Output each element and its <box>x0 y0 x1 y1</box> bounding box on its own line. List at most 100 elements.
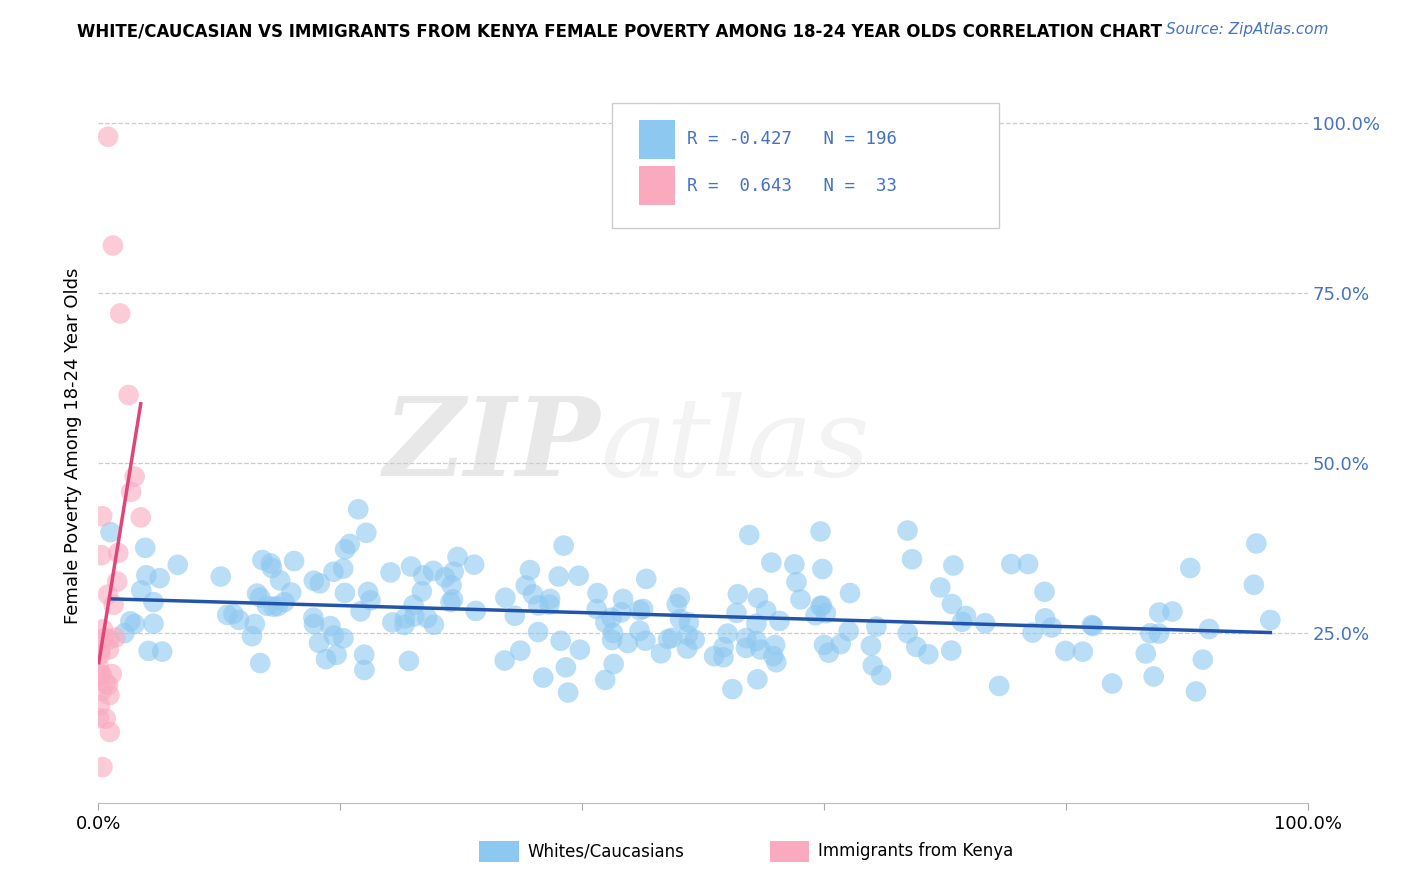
Point <box>1161 605 1184 619</box>
Point <box>785 575 807 590</box>
Point <box>810 524 832 539</box>
Point <box>209 569 232 583</box>
Point <box>260 557 283 571</box>
Point <box>402 598 425 612</box>
Point <box>600 633 623 648</box>
Point <box>1180 561 1202 575</box>
Point <box>422 564 444 578</box>
Point <box>246 586 269 600</box>
Point <box>755 604 778 618</box>
Point <box>1017 557 1039 571</box>
Point <box>1147 606 1170 620</box>
Point <box>814 607 837 621</box>
Point <box>97 588 120 602</box>
Point <box>120 615 142 629</box>
Point <box>349 604 371 618</box>
Point <box>266 599 288 614</box>
Point <box>593 673 616 687</box>
Point <box>554 660 576 674</box>
Text: atlas: atlas <box>600 392 870 500</box>
Point <box>107 546 129 560</box>
Point <box>1260 613 1282 627</box>
Point <box>896 524 918 538</box>
Point <box>595 615 617 630</box>
Point <box>263 599 285 614</box>
Point <box>917 647 939 661</box>
Point <box>360 593 382 607</box>
Point <box>747 673 769 687</box>
Point <box>423 617 446 632</box>
Point <box>553 539 575 553</box>
Point <box>527 599 550 613</box>
Point <box>150 644 173 658</box>
Point <box>650 646 672 660</box>
Point <box>91 760 114 774</box>
Point <box>380 566 402 580</box>
Point <box>129 510 152 524</box>
Point <box>240 629 263 643</box>
Point <box>765 655 787 669</box>
Point <box>811 562 834 576</box>
Bar <box>638 120 675 159</box>
Point <box>252 553 274 567</box>
Point <box>515 578 537 592</box>
Point <box>333 542 356 557</box>
Point <box>1021 625 1043 640</box>
Point <box>134 541 156 555</box>
Point <box>124 617 146 632</box>
Point <box>929 581 952 595</box>
Point <box>280 585 302 599</box>
Point <box>98 688 121 702</box>
Point <box>804 608 827 623</box>
FancyBboxPatch shape <box>613 103 1000 228</box>
Point <box>494 591 516 605</box>
Point <box>260 561 283 575</box>
Point <box>91 622 114 636</box>
Point <box>941 597 963 611</box>
Point <box>97 642 120 657</box>
Point <box>228 613 250 627</box>
Point <box>586 586 609 600</box>
Point <box>568 568 591 582</box>
Point <box>398 654 420 668</box>
Point <box>568 642 591 657</box>
Text: Whites/Caucasians: Whites/Caucasians <box>527 842 685 860</box>
Point <box>319 619 342 633</box>
Point <box>332 561 354 575</box>
Point <box>302 611 325 625</box>
Point <box>870 668 893 682</box>
Point <box>725 606 748 620</box>
Point <box>838 624 860 639</box>
Point <box>905 640 928 654</box>
Point <box>464 604 486 618</box>
Point <box>94 712 117 726</box>
Point <box>1147 626 1170 640</box>
Point <box>745 634 768 648</box>
Point <box>527 625 550 640</box>
Point <box>665 597 688 611</box>
Point <box>1101 676 1123 690</box>
Point <box>547 569 569 583</box>
Point <box>142 595 165 609</box>
Point <box>636 572 658 586</box>
Point <box>950 615 973 629</box>
Point <box>394 618 416 632</box>
Point <box>404 609 426 624</box>
Point <box>89 643 111 657</box>
Point <box>98 632 121 647</box>
Point <box>519 563 541 577</box>
Point <box>1135 647 1157 661</box>
Point <box>1139 626 1161 640</box>
Point <box>441 592 464 607</box>
Point <box>1081 619 1104 633</box>
Point <box>612 592 634 607</box>
Point <box>101 238 124 252</box>
Point <box>839 586 862 600</box>
Point <box>93 631 115 645</box>
Point <box>1033 584 1056 599</box>
Point <box>783 558 806 572</box>
Point <box>676 641 699 656</box>
Point <box>463 558 485 572</box>
Point <box>1081 618 1104 632</box>
Point <box>602 657 624 671</box>
